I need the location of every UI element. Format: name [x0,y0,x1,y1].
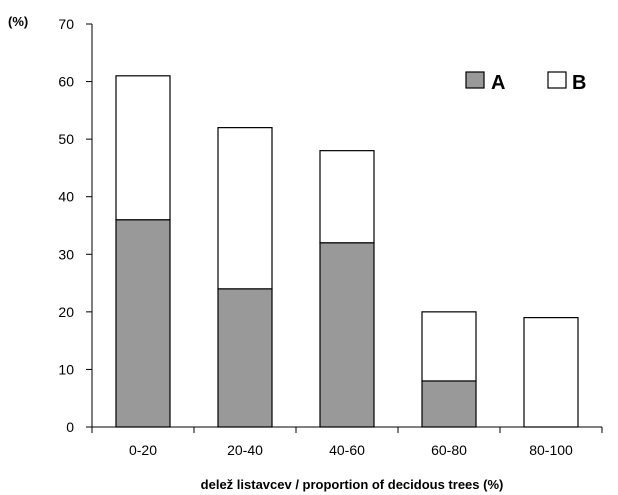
legend-swatch-b [547,71,567,89]
x-tick-label: 0-20 [129,442,157,458]
bar-a-0-20 [115,219,171,428]
y-tick-label: 10 [58,361,74,377]
legend-swatch-a [465,71,485,89]
x-tick-label: 40-60 [329,442,365,458]
x-tick-label: 80-100 [529,442,573,458]
bar-b-60-80 [421,311,477,382]
y-tick-label: 0 [66,419,74,435]
y-tick-label: 60 [58,74,74,90]
x-axis-title: delež listavcev / proportion of decidous… [201,477,504,492]
y-tick-label: 70 [58,16,74,32]
bar-b-0-20 [115,75,171,221]
bar-a-40-60 [319,242,375,428]
bar-b-80-100 [523,317,579,428]
bars [115,75,579,428]
y-axis: 0 10 20 30 40 50 60 70 [58,16,93,435]
y-tick-label: 20 [58,304,74,320]
y-tick-label: 50 [58,131,74,147]
bar-a-20-40 [217,288,273,428]
legend-label-a: A [491,72,505,94]
y-axis-unit-label: (%) [8,14,28,29]
x-tick-label: 60-80 [431,442,467,458]
bar-a-60-80 [421,380,477,428]
y-tick-label: 30 [58,246,74,262]
bar-b-20-40 [217,127,273,290]
x-tick-label: 20-40 [227,442,263,458]
x-axis: 0-20 20-40 40-60 60-80 80-100 [91,426,603,458]
bar-b-40-60 [319,150,375,244]
y-tick-label: 40 [58,189,74,205]
legend-label-b: B [572,72,586,94]
